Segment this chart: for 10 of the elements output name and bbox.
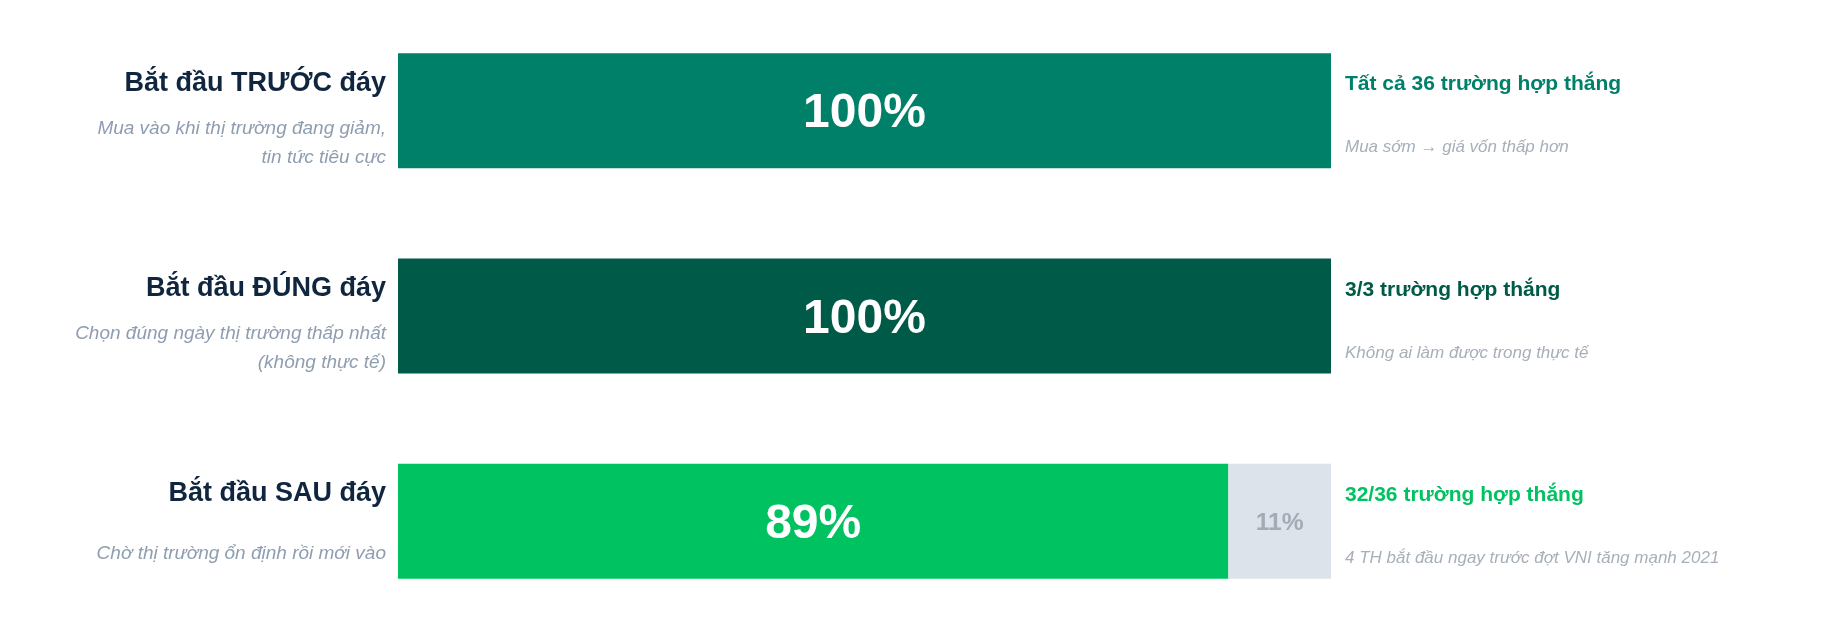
data-label: 100%: [803, 289, 926, 343]
y-tick-label: Bắt đầu TRƯỚC đáy Mua vào khi thị trường đang giảm, tin tức tiêu cực: [97, 65, 387, 167]
text: Tất cả 36 trường hợp thắng Mua sớm → giá vốn thấp hơn: [1345, 71, 1622, 157]
data-label: 100%: [803, 84, 926, 138]
category-label: Bắt đầu SAU đáy Chờ thị trường ổn định rồi mới vào: [96, 477, 386, 563]
y-tick-label: Bắt đầu ĐÚNG đáy Chọn đúng ngày thị trường thấp nhất (không thực tế): [75, 271, 387, 372]
data-label: 89%: [765, 494, 862, 548]
text: 32/36 trường hợp thắng 4 TH bắt đầu ngay trước đợt VNI tăng mạnh 2021: [1345, 481, 1720, 567]
text: 3/3 trường hợp thắng Không ai làm được trong thực tế: [1345, 276, 1589, 362]
data-label: 11%: [1255, 507, 1304, 535]
